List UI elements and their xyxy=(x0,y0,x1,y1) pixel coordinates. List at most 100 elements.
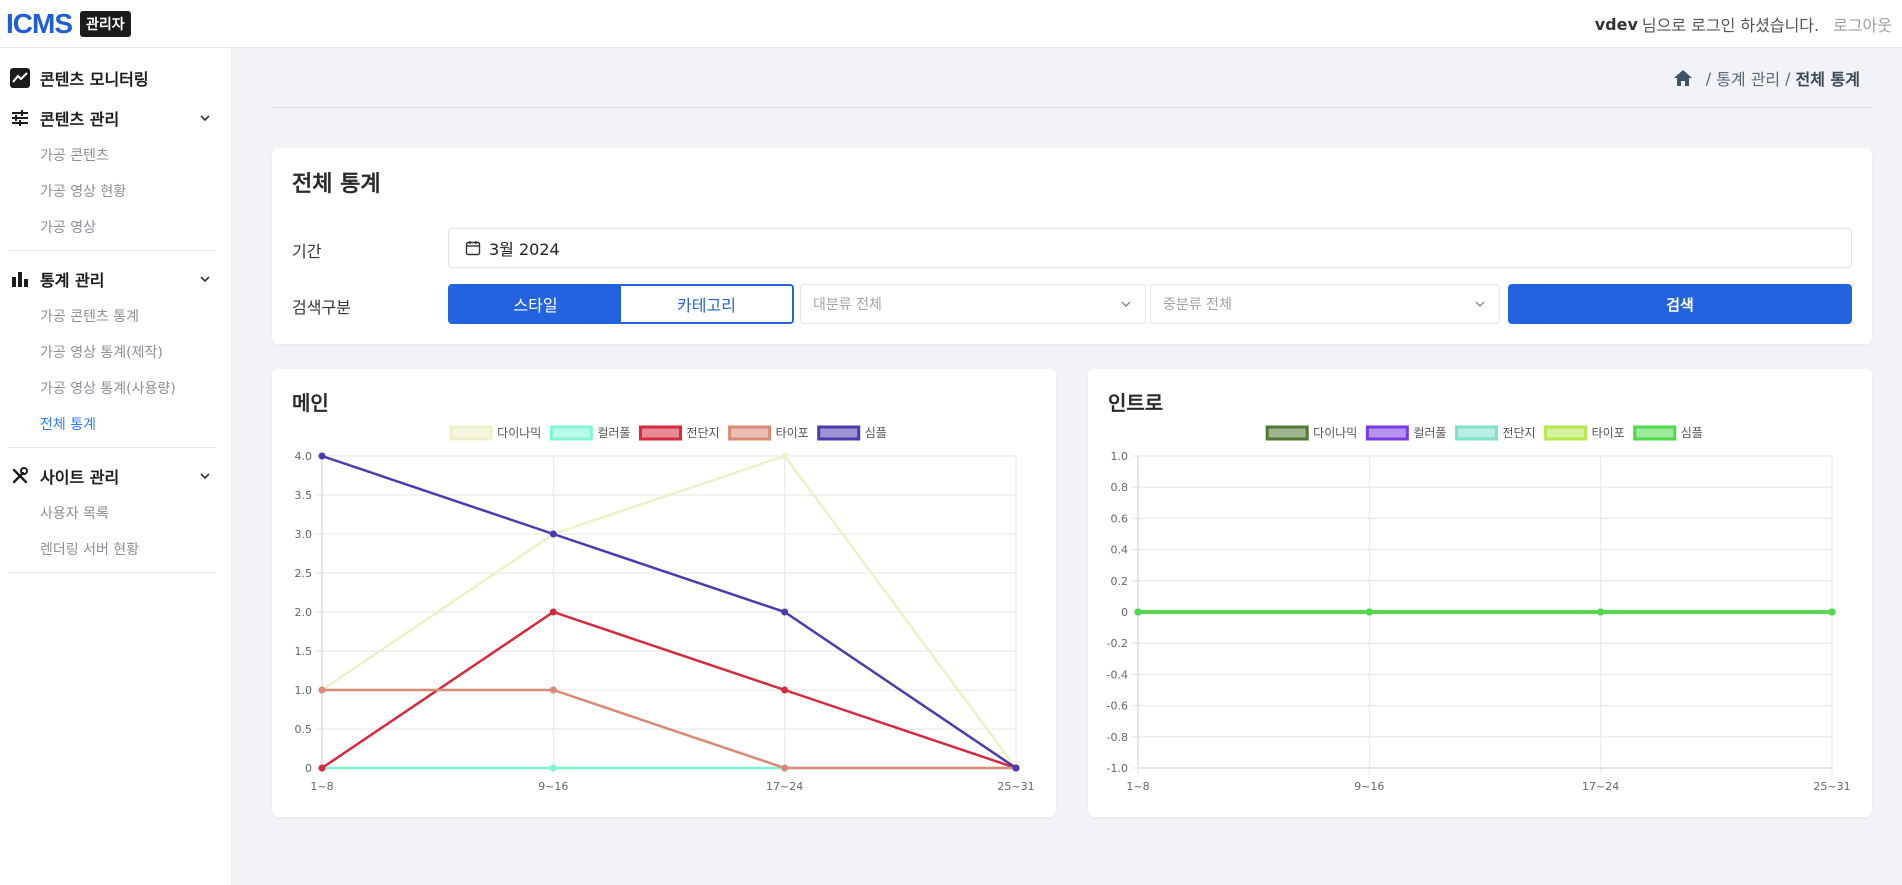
data-point xyxy=(318,764,326,772)
legend-swatch xyxy=(817,425,861,441)
sidebar-group-label: 통계 관리 xyxy=(40,271,105,290)
data-point xyxy=(549,608,557,616)
legend-swatch xyxy=(728,425,772,441)
sidebar-group-label: 콘텐츠 관리 xyxy=(40,110,120,129)
legend-label: 전단지 xyxy=(1502,426,1535,440)
sidebar-divider xyxy=(8,572,216,573)
breadcrumb-separator: / xyxy=(1785,68,1791,88)
top-header: ICMS 관리자 vdev 님으로 로그인 하셨습니다. 로그아웃 xyxy=(0,0,1902,48)
breadcrumb-divider xyxy=(272,107,1872,108)
chevron-down-icon xyxy=(197,271,213,287)
breadcrumb-current: 전체 통계 xyxy=(1795,70,1860,89)
y-tick-label: 3.5 xyxy=(295,489,313,502)
middle-category-select[interactable]: 중분류 전체 xyxy=(1150,284,1500,324)
sidebar-item-video-stats-usage[interactable]: 가공 영상 통계(사용량) xyxy=(40,381,176,397)
sidebar-group-label: 사이트 관리 xyxy=(40,468,120,487)
x-tick-label: 25~31 xyxy=(997,780,1034,793)
y-tick-label: 2.5 xyxy=(295,567,313,580)
sidebar-group-site[interactable]: 사이트 관리 xyxy=(8,456,223,496)
logo[interactable]: ICMS 관리자 xyxy=(6,8,131,40)
sidebar-item-total-stats[interactable]: 전체 통계 xyxy=(40,417,96,433)
data-point xyxy=(781,452,789,460)
y-tick-label: -0.8 xyxy=(1107,731,1128,744)
chevron-down-icon xyxy=(197,468,213,484)
legend-swatch xyxy=(638,425,682,441)
category-toggle-button[interactable]: 카테고리 xyxy=(621,286,792,322)
select-value: 중분류 전체 xyxy=(1163,297,1232,313)
sidebar-item-render-server-status[interactable]: 렌더링 서버 현황 xyxy=(40,542,140,558)
data-point xyxy=(1134,608,1142,616)
y-tick-label: 1.5 xyxy=(295,645,313,658)
data-point xyxy=(318,452,326,460)
sliders-icon xyxy=(8,106,32,130)
legend-swatch xyxy=(1265,425,1309,441)
data-point xyxy=(1012,764,1020,772)
chevron-down-icon xyxy=(197,110,213,126)
y-tick-label: -0.4 xyxy=(1107,668,1128,681)
legend-swatch xyxy=(449,425,493,441)
search-button[interactable]: 검색 xyxy=(1508,284,1852,324)
home-icon[interactable] xyxy=(1673,68,1693,88)
data-point xyxy=(549,764,557,772)
legend-label: 다이나믹 xyxy=(497,426,541,440)
y-tick-label: -0.2 xyxy=(1107,637,1128,650)
logo-text: ICMS xyxy=(6,7,73,39)
chevron-down-icon xyxy=(1475,301,1485,307)
sidebar-group-stats[interactable]: 통계 관리 xyxy=(8,259,223,299)
data-point xyxy=(781,686,789,694)
data-point xyxy=(318,686,326,694)
sidebar-item-user-list[interactable]: 사용자 목록 xyxy=(40,506,109,522)
legend-label: 심플 xyxy=(865,426,887,440)
sidebar-item-video-stats-production[interactable]: 가공 영상 통계(제작) xyxy=(40,345,163,361)
logout-link[interactable]: 로그아웃 xyxy=(1833,16,1892,35)
y-tick-label: 1.0 xyxy=(1111,450,1129,463)
chevron-down-icon xyxy=(1121,301,1131,307)
legend-swatch xyxy=(549,425,593,441)
legend-label: 다이나믹 xyxy=(1313,426,1357,440)
legend-swatch xyxy=(1365,425,1409,441)
major-category-select[interactable]: 대분류 전체 xyxy=(800,284,1146,324)
period-value: 3월 2024 xyxy=(489,240,560,259)
y-tick-label: -0.6 xyxy=(1107,700,1128,713)
breadcrumb-parent[interactable]: 통계 관리 xyxy=(1716,70,1781,89)
x-tick-label: 9~16 xyxy=(1354,780,1384,793)
y-tick-label: 0.4 xyxy=(1111,544,1129,557)
period-date-picker[interactable]: 3월 2024 xyxy=(448,228,1852,268)
y-tick-label: 4.0 xyxy=(295,450,313,463)
sidebar-item-content-stats[interactable]: 가공 콘텐츠 통계 xyxy=(40,309,140,325)
y-tick-label: 0.6 xyxy=(1111,512,1129,525)
data-point xyxy=(1828,608,1836,616)
data-point xyxy=(549,686,557,694)
y-tick-label: 0 xyxy=(1121,606,1128,619)
y-tick-label: 3.0 xyxy=(295,528,313,541)
x-tick-label: 17~24 xyxy=(1582,780,1619,793)
login-message: 님으로 로그인 하셨습니다. xyxy=(1641,16,1820,35)
x-tick-label: 17~24 xyxy=(766,780,803,793)
user-name: vdev xyxy=(1594,14,1638,34)
x-tick-label: 9~16 xyxy=(538,780,568,793)
search-type-toggle: 스타일 카테고리 xyxy=(448,284,794,324)
data-point xyxy=(1597,608,1605,616)
sidebar-item-processed-video-status[interactable]: 가공 영상 현황 xyxy=(40,184,127,200)
y-tick-label: -1.0 xyxy=(1107,762,1128,775)
sidebar-item-label: 콘텐츠 모니터링 xyxy=(40,70,149,89)
main-line-chart: 0 0.5 1.0 1.5 2.0 2.5 3.0 3.5 4.0 1~8 9~16 17~24 25~… xyxy=(295,425,1035,793)
data-point xyxy=(781,764,789,772)
sidebar-item-monitoring[interactable]: 콘텐츠 모니터링 xyxy=(8,58,223,98)
x-tick-label: 1~8 xyxy=(1126,780,1149,793)
sidebar-group-content[interactable]: 콘텐츠 관리 xyxy=(8,98,223,138)
sidebar-item-processed-content[interactable]: 가공 콘텐츠 xyxy=(40,148,109,164)
bar-chart-icon xyxy=(8,267,32,291)
period-label: 기간 xyxy=(292,242,322,261)
breadcrumb-separator: / xyxy=(1705,68,1712,88)
style-toggle-button[interactable]: 스타일 xyxy=(450,286,621,322)
y-tick-label: 1.0 xyxy=(295,684,313,697)
y-tick-label: 0.5 xyxy=(295,723,313,736)
trend-chart-icon xyxy=(8,66,32,90)
data-point xyxy=(549,530,557,538)
legend-label: 전단지 xyxy=(686,426,719,440)
chart-title: 인트로 xyxy=(1108,391,1164,415)
data-point xyxy=(1365,608,1373,616)
sidebar-item-processed-video[interactable]: 가공 영상 xyxy=(40,220,96,236)
search-type-label: 검색구분 xyxy=(292,298,351,317)
